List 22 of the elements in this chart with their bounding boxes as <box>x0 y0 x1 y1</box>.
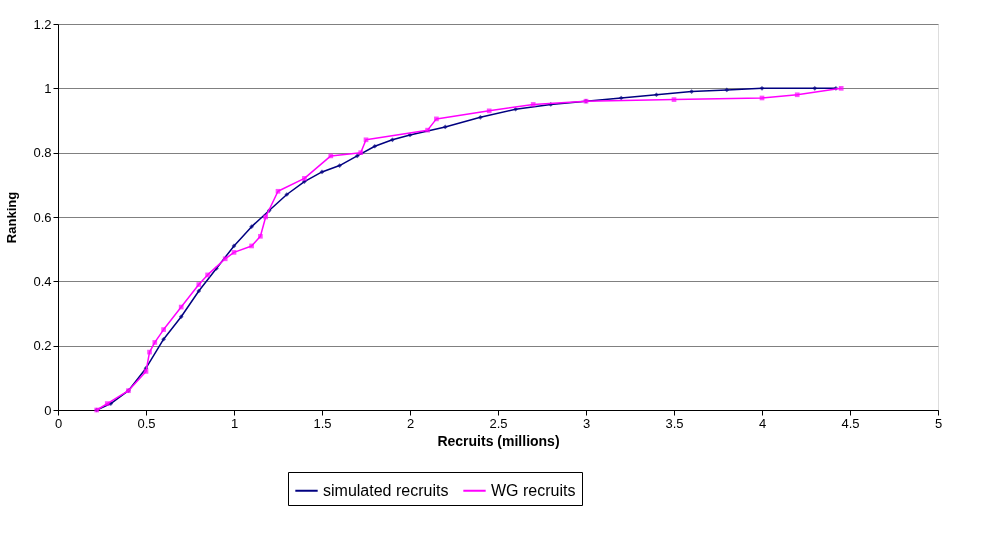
x-tick-label: 1.5 <box>313 415 332 431</box>
x-tick-label: 0 <box>54 415 63 431</box>
x-tick-label: 1 <box>230 415 239 431</box>
x-tick-label: 4 <box>758 415 767 431</box>
y-tick-label: 0 <box>44 402 52 418</box>
y-tick-label: 1.2 <box>33 16 52 32</box>
legend-label: simulated recruits <box>323 481 449 499</box>
y-tick-label: 1 <box>44 80 52 96</box>
x-tick-label: 5 <box>934 415 943 431</box>
y-tick-label: 0.8 <box>33 145 52 161</box>
y-axis-title: Ranking <box>4 191 20 244</box>
x-tick-label: 3.5 <box>665 415 684 431</box>
x-tick-label: 2.5 <box>489 415 508 431</box>
x-tick-label: 2 <box>406 415 415 431</box>
x-tick-label: 3 <box>582 415 591 431</box>
legend-label: WG recruits <box>491 481 576 499</box>
x-tick-label: 0.5 <box>137 415 156 431</box>
y-tick-label: 0.2 <box>33 338 52 354</box>
y-tick-label: 0.4 <box>33 273 52 289</box>
y-tick-label: 0.6 <box>33 209 52 225</box>
x-tick-label: 4.5 <box>841 415 860 431</box>
x-axis-title: Recruits (millions) <box>437 432 560 449</box>
